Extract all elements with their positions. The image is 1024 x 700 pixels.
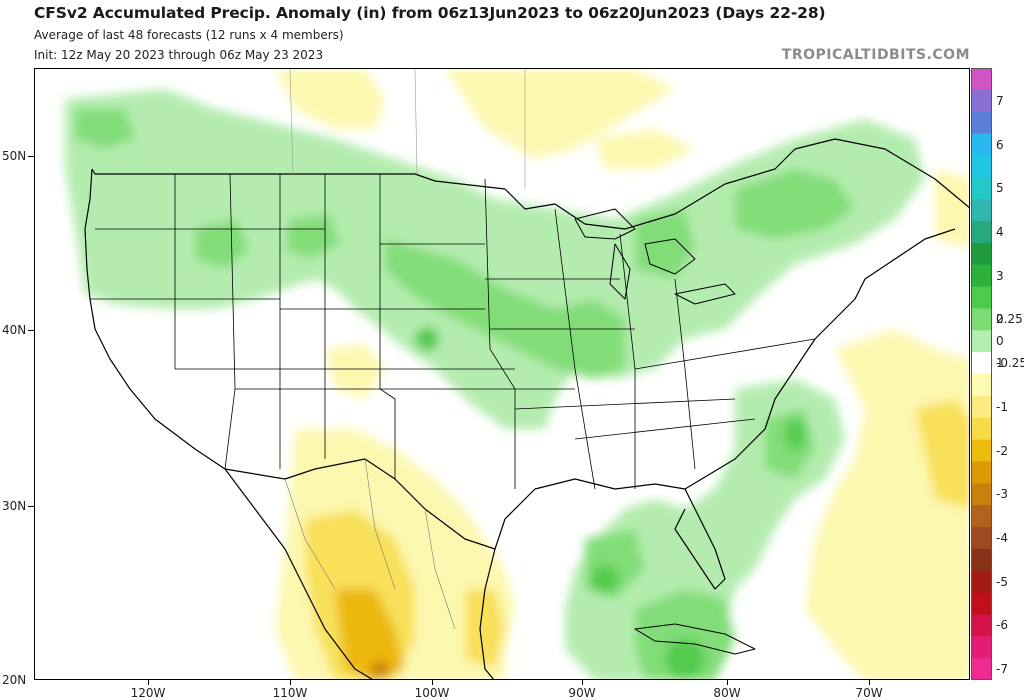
colorbar-segment [971, 264, 992, 288]
map-area [34, 68, 970, 680]
lon-tick [148, 680, 149, 685]
colorbar-segment [971, 286, 992, 309]
colorbar-label: 2 [996, 312, 1004, 327]
lon-tick [582, 680, 583, 685]
lon-tick [290, 680, 291, 685]
brand-watermark: TROPICALTIDBITS.COM [781, 47, 970, 63]
colorbar-label: -5 [996, 574, 1008, 589]
lon-label-70w: 70W [855, 686, 883, 700]
colorbar-segment [971, 330, 992, 353]
lon-label-80w: 80W [713, 686, 741, 700]
colorbar-segment [971, 68, 992, 91]
colorbar-segment [971, 548, 992, 572]
precip-anomaly-field [65, 69, 969, 679]
lon-label-120w: 120W [130, 686, 166, 700]
colorbar-label: -1 [996, 399, 1008, 414]
colorbar-segment [971, 636, 992, 659]
colorbar-label: 6 [996, 137, 1004, 152]
colorbar-label: -7 [996, 662, 1008, 677]
lon-label-110w: 110W [272, 686, 308, 700]
lon-tick [727, 680, 728, 685]
lat-label-20n: 20N [2, 673, 27, 687]
colorbar-segment [971, 658, 992, 680]
colorbar-segment [971, 395, 992, 419]
colorbar-segment [971, 352, 992, 375]
colorbar-segment [971, 133, 992, 156]
colorbar-label: -3 [996, 487, 1008, 502]
colorbar-label: 3 [996, 268, 1004, 283]
lon-label-90w: 90W [568, 686, 596, 700]
colorbar-border [971, 68, 992, 680]
colorbar-label: -4 [996, 530, 1008, 545]
colorbar-label: -6 [996, 618, 1008, 633]
colorbar-segment [971, 570, 992, 594]
lon-label-100w: 100W [414, 686, 450, 700]
init-time-subtitle: Init: 12z May 20 2023 through 06z May 23… [34, 48, 324, 62]
lon-tick [432, 680, 433, 685]
lat-label-40n: 40N [2, 323, 27, 337]
colorbar-label: 0 [996, 334, 1004, 349]
colorbar-segment [971, 374, 992, 397]
colorbar-segment [971, 111, 992, 135]
lat-label-50n: 50N [2, 149, 27, 163]
colorbar-segment [971, 199, 992, 222]
colorbar-segment [971, 417, 992, 441]
colorbar-segment [971, 89, 992, 113]
lat-tick [28, 330, 34, 331]
colorbar-segment [971, 308, 992, 331]
colorbar-label: 5 [996, 181, 1004, 196]
colorbar-label: 1 [996, 356, 1004, 371]
colorbar-segment [971, 155, 992, 178]
boundary-lines [84, 69, 969, 679]
map-title: CFSv2 Accumulated Precip. Anomaly (in) f… [34, 4, 826, 22]
colorbar-label: 0.25 [996, 312, 1023, 327]
colorbar-segment [971, 177, 992, 200]
colorbar-segment [971, 461, 992, 484]
colorbar-segment [971, 242, 992, 266]
colorbar-segment [971, 505, 992, 528]
colorbar-segment [971, 614, 992, 637]
lat-tick [28, 506, 34, 507]
colorbar-segment [971, 592, 992, 615]
colorbar [971, 68, 992, 680]
colorbar-label: 4 [996, 224, 1004, 239]
lon-tick [869, 680, 870, 685]
colorbar-label: -2 [996, 443, 1008, 458]
colorbar-label: 7 [996, 93, 1004, 108]
lat-label-30n: 30N [2, 499, 27, 513]
forecast-average-subtitle: Average of last 48 forecasts (12 runs x … [34, 28, 344, 42]
colorbar-segment [971, 483, 992, 506]
colorbar-segment [971, 439, 992, 462]
lat-tick [28, 156, 34, 157]
colorbar-segment [971, 527, 992, 550]
colorbar-segment [971, 221, 992, 244]
colorbar-label: -0.25 [996, 356, 1024, 371]
